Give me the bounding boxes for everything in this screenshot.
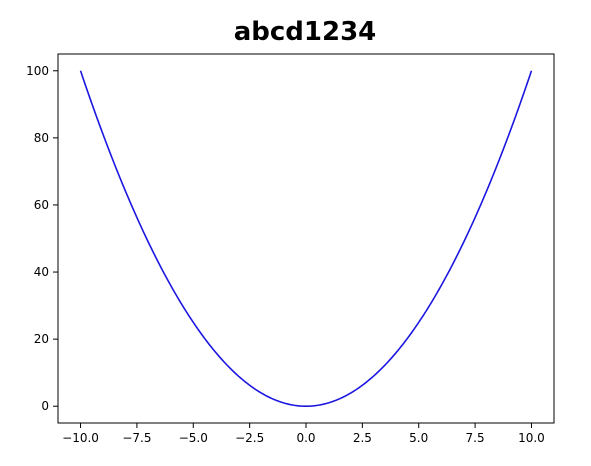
x-tick-label: 10.0 [518,431,545,445]
y-axis: 0 20 40 60 80 100 [26,64,58,413]
x-tick-label: −10.0 [62,431,99,445]
plot-area [57,53,555,424]
x-axis: −10.0 −7.5 −5.0 −2.5 0.0 2.5 5.0 7.5 10.0 [62,423,545,445]
y-tick-label: 40 [34,265,49,279]
x-tick-label: −2.5 [235,431,264,445]
y-tick-label: 60 [34,198,49,212]
y-tick-label: 80 [34,131,49,145]
x-tick-label: −5.0 [179,431,208,445]
x-tick-label: 5.0 [409,431,428,445]
series-line-0 [79,70,533,408]
series-layer [79,70,533,408]
x-tick-label: 0.0 [296,431,315,445]
x-tick-label: 7.5 [466,431,485,445]
y-tick-label: 100 [26,64,49,78]
y-tick-label: 20 [34,332,49,346]
y-tick-label: 0 [41,399,49,413]
chart-title: abcd1234 [234,17,377,47]
x-tick-label: 2.5 [353,431,372,445]
x-tick-label: −7.5 [122,431,151,445]
